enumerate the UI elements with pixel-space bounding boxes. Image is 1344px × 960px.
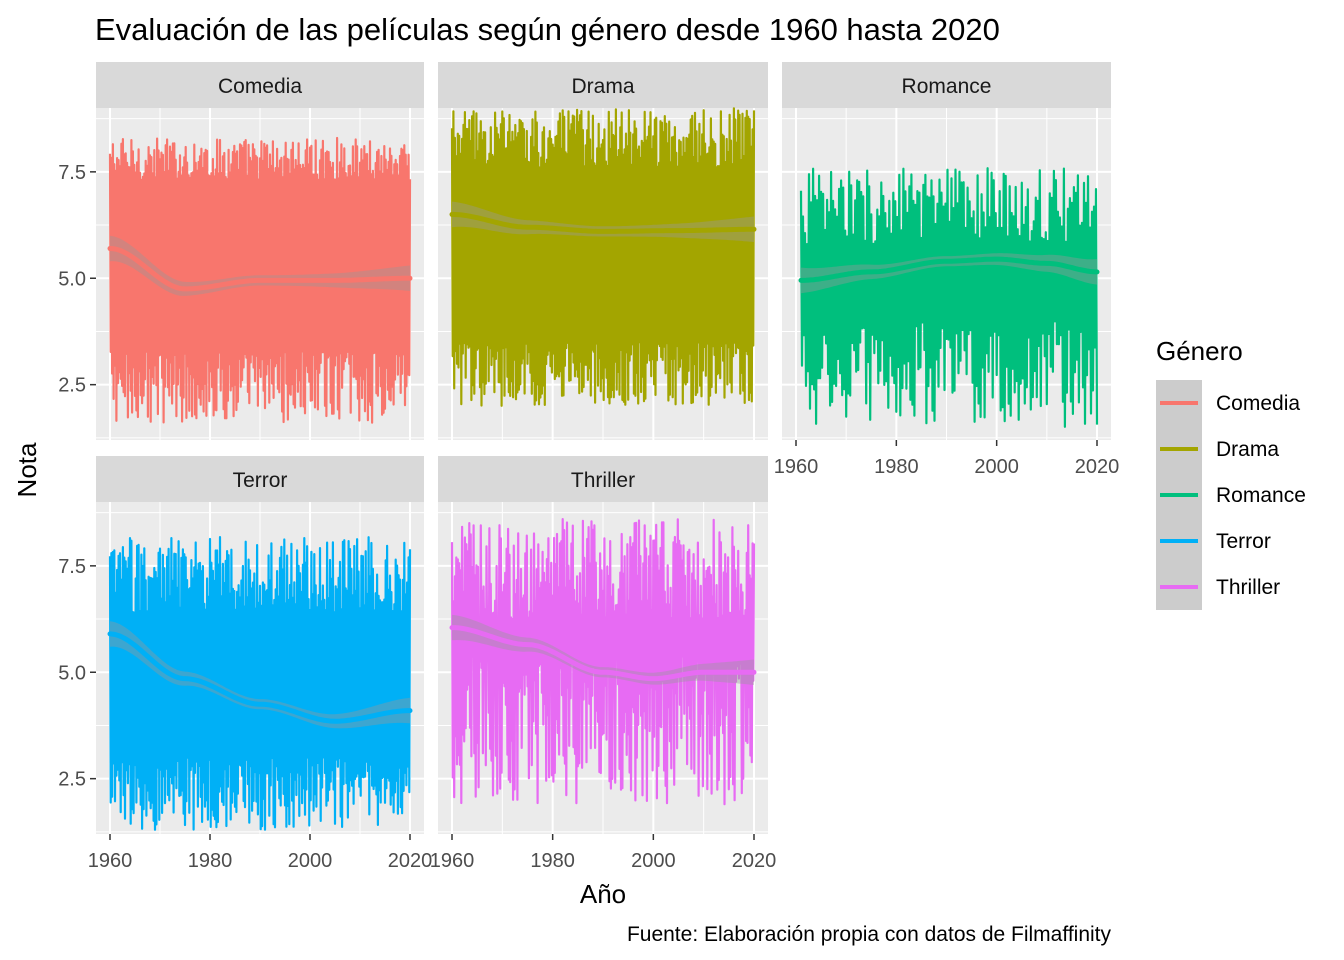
facet-strip — [96, 62, 424, 108]
y-axis-title: Nota — [12, 442, 42, 497]
y-tick-label: 7.5 — [58, 556, 86, 578]
smooth-trend-line — [798, 256, 1100, 283]
series-line-comedia — [108, 136, 412, 424]
y-tick-label: 5.0 — [58, 662, 86, 684]
x-tick-label: 2020 — [1075, 456, 1120, 478]
x-tick-label: 2000 — [288, 850, 333, 872]
legend-label: Thriller — [1216, 576, 1280, 599]
facet-strip-label: Comedia — [218, 75, 302, 98]
legend-label: Drama — [1216, 438, 1279, 461]
series-line-terror — [108, 535, 412, 831]
x-tick-label: 2000 — [974, 456, 1019, 478]
series-line-romance — [799, 167, 1099, 428]
x-tick-label: 1980 — [874, 456, 919, 478]
facet-strip — [438, 62, 768, 108]
chart-title: Evaluación de las películas según género… — [95, 12, 1000, 47]
series-line-thriller — [450, 517, 756, 806]
x-tick-label: 2020 — [732, 850, 777, 872]
x-tick-label: 1980 — [530, 850, 575, 872]
x-tick-label: 1960 — [774, 456, 819, 478]
y-tick-label: 2.5 — [58, 769, 86, 791]
facet-panel-drama: Drama — [438, 62, 768, 440]
legend-label: Terror — [1216, 530, 1271, 553]
facet-panel-comedia: Comedia 2.5 5.0 7.5 — [58, 62, 424, 440]
x-axis-title: Año — [580, 879, 626, 909]
smooth-trend-line — [107, 631, 413, 724]
facet-panel-romance: Romance 1960 1980 2000 2020 — [774, 62, 1120, 478]
legend-label: Comedia — [1216, 392, 1300, 415]
legend: Género Comedia Drama Romance Terror Thriller — [1156, 336, 1306, 610]
legend-label: Romance — [1216, 484, 1306, 507]
facet-strip — [438, 456, 768, 502]
smooth-trend-line — [449, 211, 757, 234]
facet-strip — [96, 456, 424, 502]
x-tick-label: 1960 — [430, 850, 475, 872]
x-tick-label: 2020 — [388, 850, 433, 872]
legend-title: Género — [1156, 336, 1243, 366]
chart-caption: Fuente: Elaboración propia con datos de … — [627, 923, 1112, 946]
facet-strip-label: Terror — [233, 469, 288, 492]
smooth-trend-line — [449, 625, 757, 682]
facet-strip-label: Drama — [571, 75, 634, 98]
y-tick-label: 7.5 — [58, 162, 86, 184]
x-tick-label: 1960 — [88, 850, 133, 872]
facet-strip-label: Thriller — [571, 469, 635, 492]
y-tick-label: 5.0 — [58, 268, 86, 290]
facet-panel-thriller: Thriller 1960 1980 2000 2020 — [430, 456, 777, 872]
y-tick-label: 2.5 — [58, 375, 86, 397]
x-tick-label: 2000 — [631, 850, 676, 872]
x-tick-label: 1980 — [188, 850, 233, 872]
facet-panels: Comedia 2.5 5.0 7.5 Drama Romance 1960 1980 2000… — [58, 62, 1119, 872]
smooth-trend-line — [107, 246, 413, 292]
series-line-drama — [450, 107, 756, 407]
facet-strip — [782, 62, 1111, 108]
facet-strip-label: Romance — [902, 75, 992, 98]
facet-panel-terror: Terror 2.5 5.0 7.5 1960 1980 2000 2020 — [58, 456, 432, 872]
